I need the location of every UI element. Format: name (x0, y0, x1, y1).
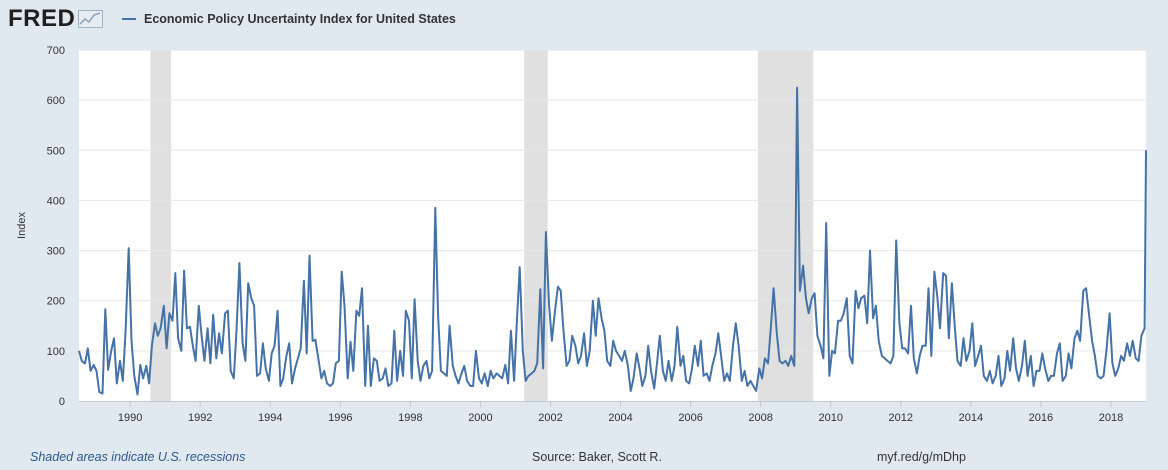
x-tick-label: 1992 (188, 412, 212, 424)
x-tick-label: 2004 (608, 412, 632, 424)
recession-shading (150, 50, 814, 401)
x-tick-label: 2010 (818, 412, 842, 424)
x-tick-label: 2002 (538, 412, 562, 424)
x-tick-label: 2016 (1029, 412, 1053, 424)
y-tick-label: 500 (47, 145, 65, 157)
recession-band (150, 50, 172, 401)
line-chart[interactable]: 1990 1992 1994 1996 1998 2000 2002 2004 2006 2008… (0, 40, 1168, 440)
y-tick-label: 200 (47, 296, 65, 308)
y-tick-label: 100 (47, 346, 65, 358)
y-tick-label: 400 (47, 195, 65, 207)
series-legend-label: Economic Policy Uncertainty Index for Un… (144, 12, 456, 26)
x-tick-label: 2014 (959, 412, 983, 424)
y-tick-label: 700 (47, 45, 65, 57)
x-tick-label: 1994 (258, 412, 282, 424)
recession-note[interactable]: Shaded areas indicate U.S. recessions (30, 450, 246, 464)
graph-footer: Shaded areas indicate U.S. recessions So… (0, 450, 1168, 468)
recession-band (757, 50, 814, 401)
x-tick-label: 1990 (118, 412, 142, 424)
series-layer (78, 86, 1147, 396)
x-tick-label: 2008 (748, 412, 772, 424)
x-tick-label: 1998 (398, 412, 422, 424)
series-line (78, 86, 1147, 396)
y-tick-label: 600 (47, 95, 65, 107)
source-credit[interactable]: Source: Baker, Scott R. (532, 450, 662, 464)
legend-line-swatch (122, 18, 136, 20)
y-tick-label: 0 (59, 396, 65, 408)
x-tick-label: 2012 (889, 412, 913, 424)
x-tick-label: 2018 (1099, 412, 1123, 424)
y-tick-label: 300 (47, 246, 65, 258)
y-axis-label: Index (16, 212, 28, 239)
y-axis: 0 100 200 300 400 500 600 700 (47, 45, 65, 408)
short-url[interactable]: myf.red/g/mDhp (877, 450, 966, 464)
fred-logo[interactable]: FRED (8, 5, 104, 32)
x-tick-label: 2006 (678, 412, 702, 424)
x-axis: 1990 1992 1994 1996 1998 2000 2002 2004 2006 2008… (79, 401, 1146, 424)
graph-header: FRED Economic Policy Uncertainty Index f… (0, 0, 1168, 40)
x-tick-label: 1996 (328, 412, 352, 424)
series-legend: Economic Policy Uncertainty Index for Un… (122, 10, 456, 28)
fred-logo-text: FRED (8, 5, 76, 32)
trend-line-icon (78, 10, 104, 28)
x-tick-label: 2000 (468, 412, 492, 424)
